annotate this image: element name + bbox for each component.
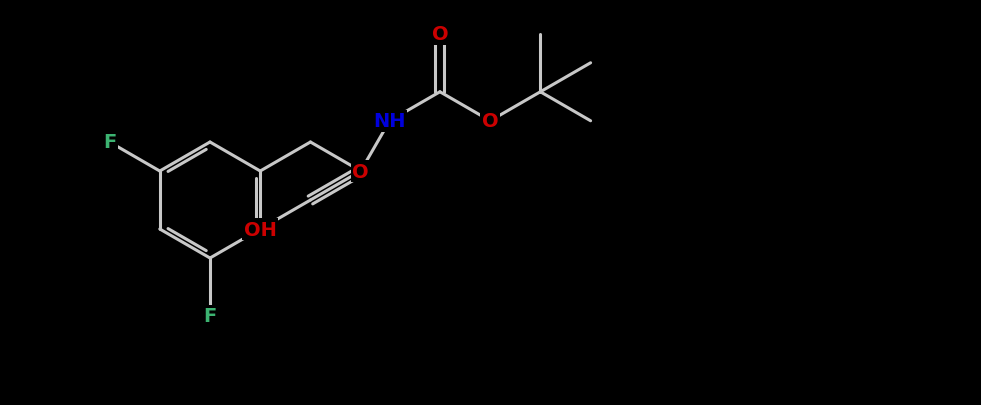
Text: O: O	[482, 112, 498, 131]
Text: F: F	[103, 133, 116, 152]
Text: OH: OH	[244, 220, 277, 239]
Text: F: F	[203, 307, 217, 326]
Text: O: O	[352, 162, 369, 181]
Text: O: O	[432, 25, 448, 44]
Text: NH: NH	[374, 112, 406, 131]
